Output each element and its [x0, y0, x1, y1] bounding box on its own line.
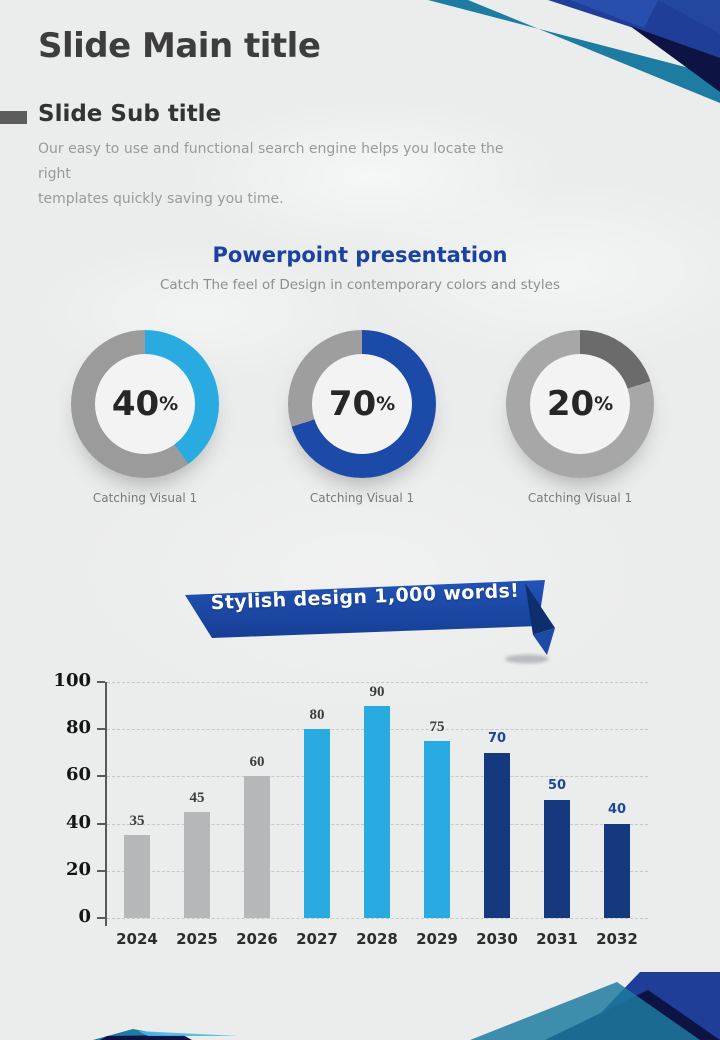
- donut-ring-1: 40%: [71, 330, 219, 478]
- bar-value-2024: 35: [129, 813, 145, 830]
- bar-value-2030: 70: [487, 730, 507, 746]
- x-axis-label-2028: 2028: [356, 930, 398, 948]
- subtitle: Slide Sub title: [38, 101, 222, 127]
- bar-value-2027: 80: [309, 707, 325, 724]
- ribbon-shape: [185, 580, 555, 664]
- donut-caption-1: Catching Visual 1: [92, 491, 198, 505]
- bar-value-2025: 45: [189, 789, 205, 806]
- bar-2028: [364, 705, 390, 918]
- y-axis-label-60: 60: [65, 764, 91, 786]
- donut-suffix-2: %: [376, 393, 396, 415]
- y-axis-tick-20: [97, 869, 105, 872]
- bar-2024: [124, 835, 150, 918]
- bar-2027: [304, 729, 330, 918]
- bar-2025: [184, 811, 210, 918]
- donut-ring-3: 20%: [506, 330, 654, 478]
- gridline-100: [107, 682, 648, 683]
- donut-caption-3: Catching Visual 1: [527, 491, 633, 505]
- y-axis-tick-60: [97, 775, 105, 778]
- bar-value-2028: 90: [369, 683, 385, 700]
- subtitle-marker: [0, 111, 27, 124]
- bar-value-2029: 75: [429, 719, 445, 735]
- bar-2030: [484, 752, 510, 918]
- page-title: Slide Main title: [38, 26, 321, 66]
- bar-2029: [424, 741, 450, 918]
- bar-value-2026: 60: [249, 754, 265, 771]
- donut-chart-3: 20% Catching Visual 1: [490, 330, 670, 505]
- donut-value-3: 20: [546, 384, 595, 424]
- y-axis-tick-100: [97, 681, 105, 683]
- gridline-0: [107, 918, 648, 919]
- y-axis-label-20: 20: [65, 858, 91, 880]
- y-axis-line: [105, 682, 107, 926]
- bar-2026: [244, 776, 270, 918]
- x-axis-label-2027: 2027: [296, 930, 338, 948]
- donut-suffix-3: %: [594, 393, 614, 415]
- y-axis-label-0: 0: [78, 906, 91, 927]
- x-axis-label-2024: 2024: [116, 930, 158, 948]
- y-axis-label-100: 100: [53, 670, 91, 691]
- x-axis-label-2029: 2029: [416, 930, 458, 948]
- bar-2031: [544, 800, 570, 918]
- y-axis-tick-80: [97, 728, 105, 731]
- corner-decoration-bottom-right: [470, 972, 720, 1040]
- y-axis-tick-0: [97, 917, 105, 919]
- y-axis-label-40: 40: [65, 811, 91, 833]
- section-subheading: Catch The feel of Design in contemporary…: [159, 277, 560, 293]
- x-axis-label-2032: 2032: [596, 930, 638, 948]
- subtitle-description: Our easy to use and functional search en…: [38, 137, 508, 212]
- ribbon-banner: [185, 575, 565, 667]
- x-axis-label-2030: 2030: [476, 930, 518, 948]
- donut-hole-2: 70%: [312, 354, 412, 454]
- bar-chart: 0 20 40 60 80 100 35 2024 45 2025 60 2026 80 2027 90 20…: [0, 660, 720, 980]
- x-axis-label-2026: 2026: [236, 930, 278, 948]
- y-axis-tick-40: [97, 822, 105, 825]
- donut-value-1: 40: [111, 384, 160, 424]
- x-axis-label-2025: 2025: [176, 930, 218, 948]
- bar-2032: [604, 823, 630, 918]
- section-heading: Powerpoint presentation: [212, 243, 508, 267]
- donut-ring-2: 70%: [288, 330, 436, 478]
- donut-hole-3: 20%: [530, 354, 630, 454]
- donut-caption-2: Catching Visual 1: [309, 491, 415, 505]
- corner-decoration-top-right: [428, 0, 720, 103]
- donut-suffix-1: %: [159, 393, 179, 415]
- bar-value-2031: 50: [547, 778, 567, 793]
- bar-value-2032: 40: [607, 801, 627, 817]
- description-line-1: Our easy to use and functional search en…: [38, 141, 504, 182]
- donut-hole-1: 40%: [95, 354, 195, 454]
- donut-value-2: 70: [328, 384, 377, 424]
- donut-chart-1: 40% Catching Visual 1: [55, 330, 235, 505]
- x-axis-label-2031: 2031: [536, 930, 578, 948]
- donut-chart-2: 70% Catching Visual 1: [272, 330, 452, 505]
- y-axis-label-80: 80: [65, 717, 91, 739]
- corner-decoration-bottom-left: [93, 1029, 238, 1040]
- description-line-2: templates quickly saving you time.: [38, 190, 284, 207]
